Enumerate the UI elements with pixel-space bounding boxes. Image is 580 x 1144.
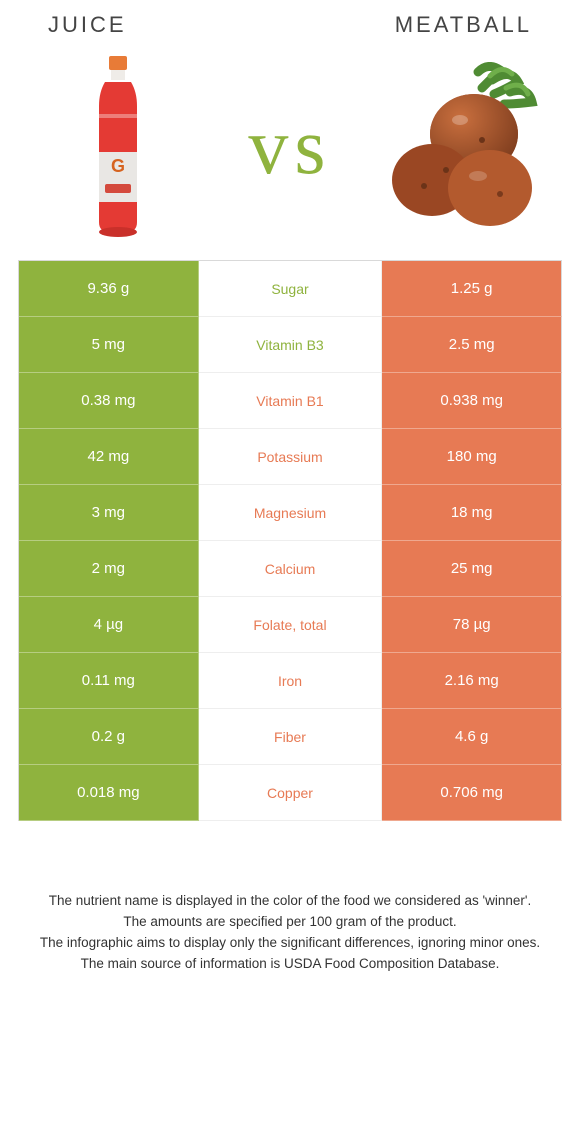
right-value-cell: 2.16 mg [382, 653, 562, 709]
right-food-image [382, 52, 542, 242]
nutrient-name-cell: Vitamin B1 [199, 373, 383, 429]
left-food-title: JUICE [48, 12, 127, 38]
nutrient-name-cell: Fiber [199, 709, 383, 765]
left-value-cell: 0.2 g [19, 709, 199, 765]
nutrient-name-cell: Copper [199, 765, 383, 821]
left-value-cell: 42 mg [19, 429, 199, 485]
image-row: G vs [18, 52, 562, 242]
nutrient-name-cell: Folate, total [199, 597, 383, 653]
table-row: 0.2 gFiber4.6 g [19, 709, 562, 765]
nutrition-table: 9.36 gSugar1.25 g5 mgVitamin B32.5 mg0.3… [18, 260, 562, 821]
left-value-cell: 9.36 g [19, 261, 199, 317]
table-row: 5 mgVitamin B32.5 mg [19, 317, 562, 373]
nutrient-name-cell: Iron [199, 653, 383, 709]
table-row: 0.11 mgIron2.16 mg [19, 653, 562, 709]
left-food-image: G [38, 52, 198, 242]
svg-text:G: G [111, 156, 125, 176]
left-value-cell: 4 µg [19, 597, 199, 653]
vs-label: vs [248, 102, 331, 193]
left-value-cell: 3 mg [19, 485, 199, 541]
table-row: 3 mgMagnesium18 mg [19, 485, 562, 541]
right-value-cell: 4.6 g [382, 709, 562, 765]
footer-line-2: The amounts are specified per 100 gram o… [28, 912, 552, 933]
table-row: 2 mgCalcium25 mg [19, 541, 562, 597]
footer-line-3: The infographic aims to display only the… [28, 933, 552, 954]
table-row: 4 µgFolate, total78 µg [19, 597, 562, 653]
left-value-cell: 0.11 mg [19, 653, 199, 709]
right-food-title: MEATBALL [395, 12, 532, 38]
right-value-cell: 1.25 g [382, 261, 562, 317]
nutrient-name-cell: Potassium [199, 429, 383, 485]
left-value-cell: 5 mg [19, 317, 199, 373]
right-value-cell: 2.5 mg [382, 317, 562, 373]
left-value-cell: 0.018 mg [19, 765, 199, 821]
left-value-cell: 0.38 mg [19, 373, 199, 429]
footer-notes: The nutrient name is displayed in the co… [18, 891, 562, 975]
header-row: JUICE MEATBALL [18, 12, 562, 38]
nutrient-name-cell: Magnesium [199, 485, 383, 541]
table-row: 9.36 gSugar1.25 g [19, 261, 562, 317]
right-value-cell: 78 µg [382, 597, 562, 653]
footer-line-4: The main source of information is USDA F… [28, 954, 552, 975]
right-value-cell: 18 mg [382, 485, 562, 541]
nutrient-name-cell: Vitamin B3 [199, 317, 383, 373]
table-row: 0.38 mgVitamin B10.938 mg [19, 373, 562, 429]
table-row: 42 mgPotassium180 mg [19, 429, 562, 485]
nutrient-name-cell: Sugar [199, 261, 383, 317]
right-value-cell: 0.938 mg [382, 373, 562, 429]
nutrient-name-cell: Calcium [199, 541, 383, 597]
meatball-icon [382, 62, 542, 232]
right-value-cell: 25 mg [382, 541, 562, 597]
right-value-cell: 180 mg [382, 429, 562, 485]
right-value-cell: 0.706 mg [382, 765, 562, 821]
left-value-cell: 2 mg [19, 541, 199, 597]
footer-line-1: The nutrient name is displayed in the co… [28, 891, 552, 912]
table-row: 0.018 mgCopper0.706 mg [19, 765, 562, 821]
juice-bottle-icon: G [85, 56, 151, 238]
